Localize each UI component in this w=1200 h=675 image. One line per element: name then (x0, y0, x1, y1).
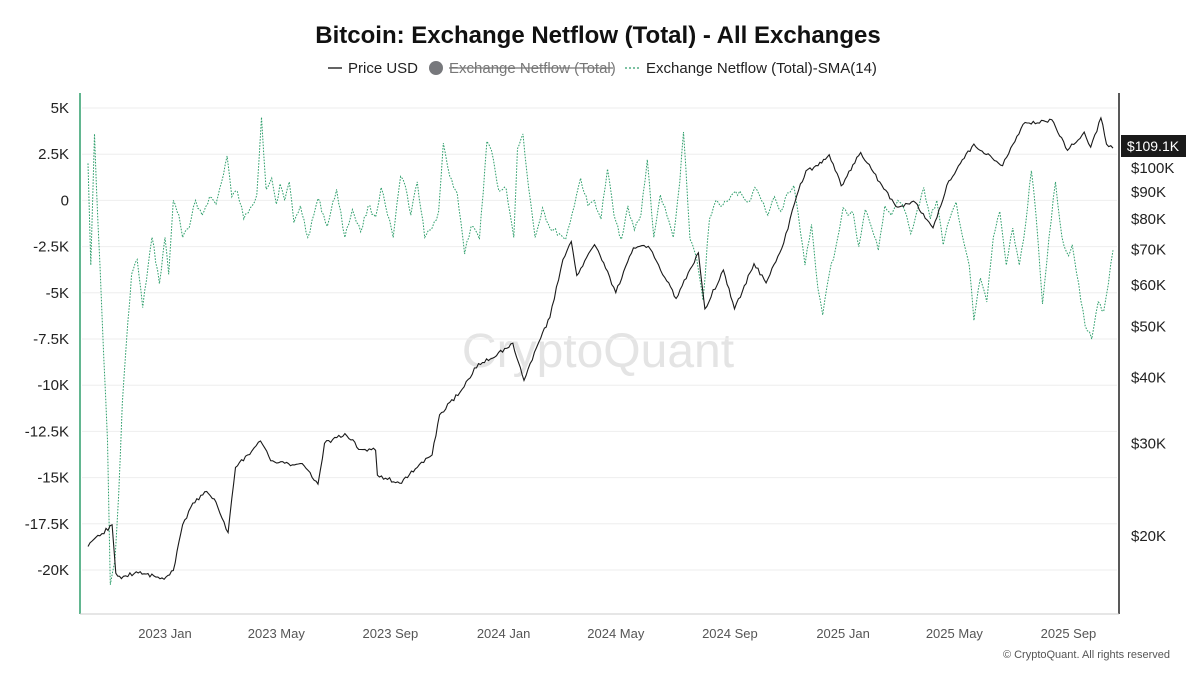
left-tick-label: -17.5K (25, 516, 69, 533)
legend-item-price[interactable]: Price USD (328, 60, 418, 77)
legend-swatch-netflow (429, 61, 443, 75)
right-tick-label: $40K (1131, 370, 1166, 387)
copyright-text: © CryptoQuant. All rights reserved (1003, 649, 1170, 661)
last-price-tag: $109.1K (1121, 135, 1186, 157)
left-tick-label: -5K (46, 285, 69, 302)
right-tick-label: $80K (1131, 211, 1166, 228)
right-tick-label: $100K (1131, 160, 1174, 177)
legend-item-sma[interactable]: Exchange Netflow (Total)-SMA(14) (625, 60, 877, 77)
legend-item-netflow[interactable]: Exchange Netflow (Total) (429, 60, 616, 77)
left-tick-label: 2.5K (38, 146, 69, 163)
last-price-tag-label: $109.1K (1127, 138, 1180, 154)
gridlines (82, 107, 1117, 571)
x-tick-label: 2023 May (248, 626, 306, 641)
left-tick-label: -7.5K (33, 331, 69, 348)
x-tick-label: 2023 Sep (363, 626, 419, 641)
x-tick-label: 2024 May (587, 626, 645, 641)
x-tick-label: 2023 Jan (138, 626, 192, 641)
right-tick-label: $90K (1131, 184, 1166, 201)
plot-series (87, 116, 1114, 585)
right-tick-label: $60K (1131, 277, 1166, 294)
series-line-price (87, 116, 1114, 581)
left-tick-label: -10K (37, 377, 69, 394)
left-tick-label: -2.5K (33, 239, 69, 256)
last-price-tag-bg (1121, 135, 1186, 157)
legend-label-price: Price USD (348, 60, 418, 77)
right-tick-label: $20K (1131, 528, 1166, 545)
left-tick-label: -12.5K (25, 423, 69, 440)
x-tick-label: 2025 May (926, 626, 984, 641)
right-axis-ticks: $100K $90K $80K $70K $60K $50K $40K $30K $20K (1131, 160, 1174, 545)
right-tick-label: $70K (1131, 242, 1166, 259)
left-axis-ticks: 5K 2.5K 0 -2.5K -5K -7.5K -10K -12.5K -15K -17.5K… (25, 100, 69, 579)
x-tick-label: 2024 Sep (702, 626, 758, 641)
legend: Price USD Exchange Netflow (Total) Excha… (328, 60, 877, 77)
watermark: CryptoQuant (462, 325, 734, 378)
left-tick-label: -20K (37, 562, 69, 579)
left-tick-label: 5K (51, 100, 69, 117)
left-tick-label: 0 (61, 192, 69, 209)
legend-label-sma: Exchange Netflow (Total)-SMA(14) (646, 60, 877, 77)
right-tick-label: $30K (1131, 435, 1166, 452)
right-tick-label: $50K (1131, 318, 1166, 335)
x-tick-label: 2024 Jan (477, 626, 531, 641)
x-tick-label: 2025 Jan (816, 626, 870, 641)
series-line-netflow-sma (87, 117, 1114, 585)
x-tick-label: 2025 Sep (1041, 626, 1097, 641)
x-axis-ticks: 2023 Jan 2023 May 2023 Sep 2024 Jan 2024 May… (138, 626, 1096, 641)
left-tick-label: -15K (37, 470, 69, 487)
chart-title: Bitcoin: Exchange Netflow (Total) - All … (315, 22, 880, 49)
